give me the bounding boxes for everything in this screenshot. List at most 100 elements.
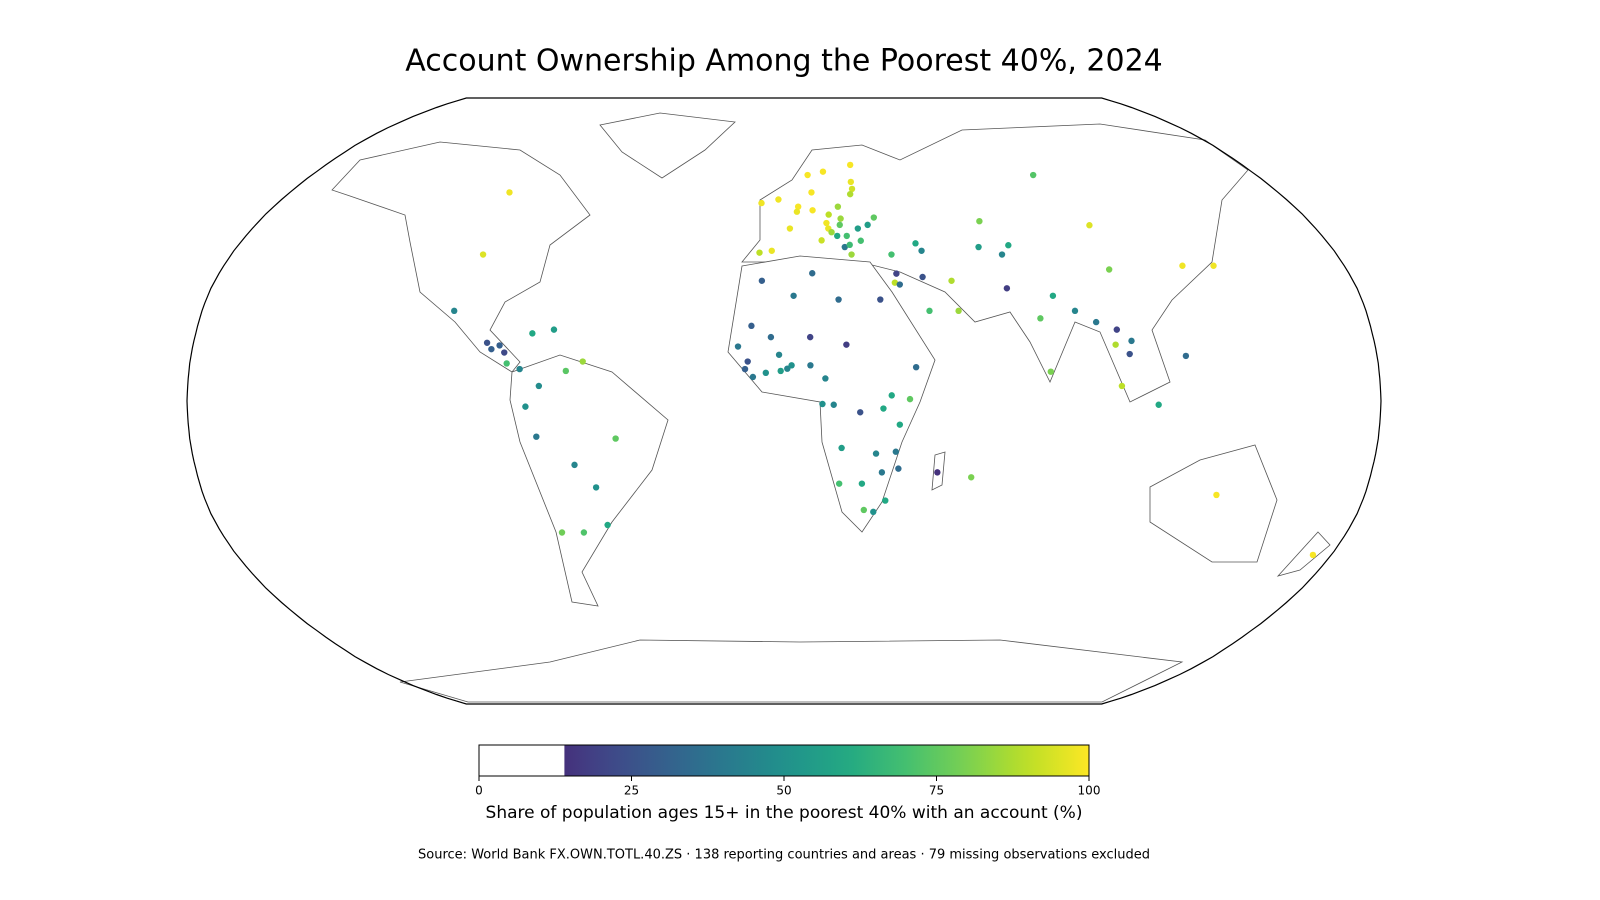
country-point (1003, 285, 1011, 292)
country-point (864, 221, 871, 229)
country-point (1126, 350, 1133, 358)
country-point (822, 375, 829, 382)
country-point (571, 461, 578, 469)
country-point (955, 307, 962, 315)
country-point (579, 358, 586, 365)
country-point (1210, 262, 1217, 269)
country-point (809, 270, 816, 277)
country-point (1182, 352, 1190, 360)
country-point (968, 474, 975, 481)
country-point (819, 168, 827, 175)
country-point (501, 349, 508, 356)
country-point (1049, 292, 1057, 299)
country-point (775, 351, 783, 358)
country-point (854, 225, 862, 232)
country-point (808, 189, 815, 196)
country-point (878, 469, 886, 476)
map-outline (186, 97, 1382, 705)
country-point (880, 405, 887, 412)
colorbar-tick-label: 50 (776, 784, 791, 798)
eurasia (741, 123, 1249, 403)
country-point (846, 241, 853, 249)
country-point (892, 448, 900, 455)
country-point (451, 307, 458, 315)
country-point (857, 237, 864, 244)
country-point (744, 358, 751, 365)
country-point (857, 409, 864, 416)
country-point (1047, 368, 1055, 375)
country-point (1071, 307, 1079, 315)
country-point (870, 508, 877, 516)
country-point (488, 345, 495, 353)
country-point (1155, 401, 1162, 408)
country-point (1113, 326, 1121, 333)
country-point (870, 214, 878, 221)
country-point (529, 330, 536, 337)
country-point (793, 208, 801, 215)
country-point (496, 342, 503, 349)
country-point (1092, 318, 1100, 326)
south-america (509, 354, 669, 607)
country-point (550, 326, 558, 333)
country-point (830, 401, 837, 408)
country-point (848, 251, 855, 258)
chart-title: Account Ownership Among the Poorest 40%,… (405, 44, 1163, 79)
country-point (877, 296, 884, 303)
country-point (835, 296, 842, 303)
country-point (837, 215, 844, 222)
country-point (516, 365, 523, 373)
country-point (1118, 382, 1126, 390)
country-point (843, 232, 850, 240)
country-point (788, 362, 795, 369)
data-points (451, 161, 1317, 559)
country-point (872, 450, 880, 457)
country-point (533, 433, 540, 440)
country-point (847, 178, 855, 186)
country-point (893, 270, 900, 277)
country-point (1112, 341, 1119, 348)
country-point (758, 277, 766, 284)
country-point (1005, 242, 1012, 249)
country-point (1029, 171, 1037, 179)
country-point (479, 251, 487, 258)
country-point (749, 373, 757, 381)
country-point (562, 367, 570, 375)
north-america (331, 141, 591, 373)
colorbar-tick-label: 25 (624, 784, 639, 798)
country-point (906, 395, 914, 403)
country-point (919, 273, 926, 281)
country-point (592, 484, 600, 491)
country-point (1128, 337, 1135, 345)
country-point (807, 362, 814, 369)
country-point (912, 363, 920, 371)
country-point (998, 251, 1006, 258)
country-point (806, 333, 814, 341)
country-point (848, 185, 856, 193)
colorbar-under (479, 745, 565, 776)
country-point (794, 203, 802, 210)
country-point (819, 400, 826, 408)
country-point (834, 232, 841, 240)
country-point (838, 444, 845, 452)
country-point (506, 189, 513, 196)
country-point (825, 211, 832, 218)
country-point (976, 217, 983, 225)
country-point (891, 279, 899, 286)
country-point (786, 225, 794, 232)
colorbar-fill (564, 745, 1089, 776)
country-point (975, 243, 982, 251)
country-point (858, 480, 866, 487)
colorbar-tick-label: 0 (475, 784, 483, 798)
country-point (843, 341, 850, 348)
country-point (758, 199, 765, 207)
country-point (784, 365, 791, 372)
country-point (734, 343, 742, 350)
country-point (818, 237, 825, 244)
country-point (1037, 315, 1044, 322)
country-point (828, 228, 835, 236)
country-point (895, 465, 902, 472)
country-point (777, 367, 784, 375)
country-point (768, 247, 775, 254)
antarctica (399, 639, 1184, 703)
